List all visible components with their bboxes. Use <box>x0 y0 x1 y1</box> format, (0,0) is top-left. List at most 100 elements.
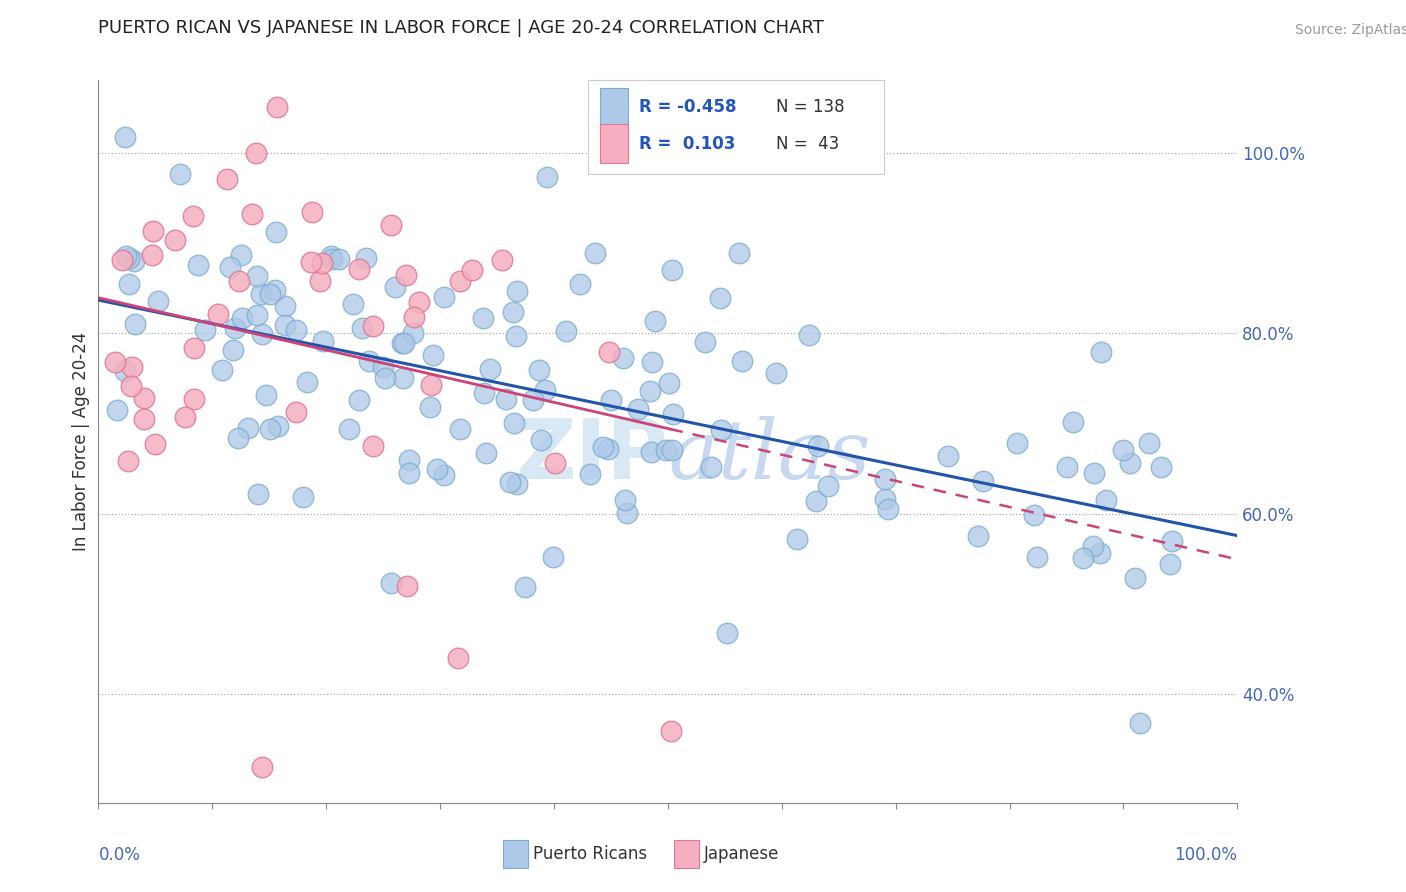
Point <box>357 354 380 368</box>
Point <box>1083 466 1105 480</box>
Point <box>373 359 395 374</box>
Point <box>380 219 402 233</box>
Point <box>1118 456 1140 470</box>
Point <box>361 439 384 453</box>
Point <box>312 334 335 349</box>
Point <box>292 490 315 504</box>
Point <box>285 405 308 419</box>
Point <box>187 258 209 272</box>
Point <box>398 467 420 481</box>
Point <box>221 343 243 357</box>
Point <box>491 252 513 267</box>
Point <box>1112 443 1135 458</box>
Point <box>132 391 155 405</box>
Point <box>1083 539 1105 553</box>
Point <box>183 341 205 355</box>
Point <box>700 460 723 475</box>
Text: R =  0.103: R = 0.103 <box>640 135 735 153</box>
Point <box>104 355 127 369</box>
Point <box>936 449 959 463</box>
Point <box>479 361 502 376</box>
Point <box>661 262 683 277</box>
Point <box>231 310 253 325</box>
Point <box>875 472 897 486</box>
Point <box>347 262 370 277</box>
Point <box>875 492 897 507</box>
Point <box>118 277 141 292</box>
Point <box>662 407 685 421</box>
Point <box>640 444 662 458</box>
Point <box>142 224 165 238</box>
Point <box>342 297 364 311</box>
Point <box>117 454 139 468</box>
Text: Japanese: Japanese <box>704 845 780 863</box>
Point <box>246 308 269 322</box>
Point <box>236 420 259 434</box>
Point <box>392 335 415 350</box>
Point <box>797 327 820 342</box>
Point <box>804 493 827 508</box>
Point <box>145 437 167 451</box>
Point <box>530 433 553 447</box>
Point <box>285 323 308 337</box>
Point <box>471 310 494 325</box>
Point <box>350 320 373 334</box>
Point <box>404 310 426 324</box>
Point <box>219 260 242 274</box>
Point <box>347 392 370 407</box>
Point <box>513 580 536 594</box>
Point <box>328 252 350 266</box>
Text: N =  43: N = 43 <box>776 135 839 153</box>
Point <box>309 274 332 288</box>
Text: atlas: atlas <box>668 416 870 496</box>
Point <box>616 506 638 520</box>
Point <box>165 233 187 247</box>
Point <box>536 170 558 185</box>
Point <box>527 363 550 377</box>
Point <box>246 269 269 284</box>
Point <box>240 207 263 221</box>
Point <box>449 274 471 288</box>
Point <box>250 326 273 341</box>
Point <box>264 284 287 298</box>
Point <box>396 579 419 593</box>
Point <box>1062 415 1084 429</box>
Point <box>522 393 544 408</box>
Point <box>578 467 600 482</box>
Point <box>583 246 606 260</box>
Point <box>111 253 134 268</box>
Text: N = 138: N = 138 <box>776 98 845 116</box>
Point <box>592 440 614 454</box>
Point <box>122 254 145 268</box>
Point <box>215 171 238 186</box>
Point <box>1094 493 1116 508</box>
Point <box>541 549 564 564</box>
Point <box>246 487 269 501</box>
Text: 100.0%: 100.0% <box>1174 847 1237 864</box>
Point <box>183 392 205 406</box>
Point <box>596 442 619 456</box>
Point <box>502 305 524 319</box>
FancyBboxPatch shape <box>588 80 884 174</box>
Point <box>224 321 246 335</box>
Point <box>229 248 252 262</box>
Point <box>1161 534 1184 549</box>
Point <box>1150 460 1173 475</box>
Point <box>391 335 413 350</box>
Point <box>264 225 287 239</box>
Point <box>374 370 396 384</box>
Point <box>1024 508 1046 522</box>
Point <box>661 442 683 457</box>
Point <box>419 401 441 415</box>
Point <box>114 364 136 378</box>
Point <box>710 423 733 437</box>
Point <box>105 403 128 417</box>
Point <box>709 291 731 305</box>
Point <box>207 307 229 321</box>
Point <box>786 533 808 547</box>
Point <box>658 376 681 390</box>
Point <box>554 324 576 338</box>
Point <box>121 360 143 375</box>
FancyBboxPatch shape <box>599 124 628 163</box>
Point <box>398 453 420 467</box>
